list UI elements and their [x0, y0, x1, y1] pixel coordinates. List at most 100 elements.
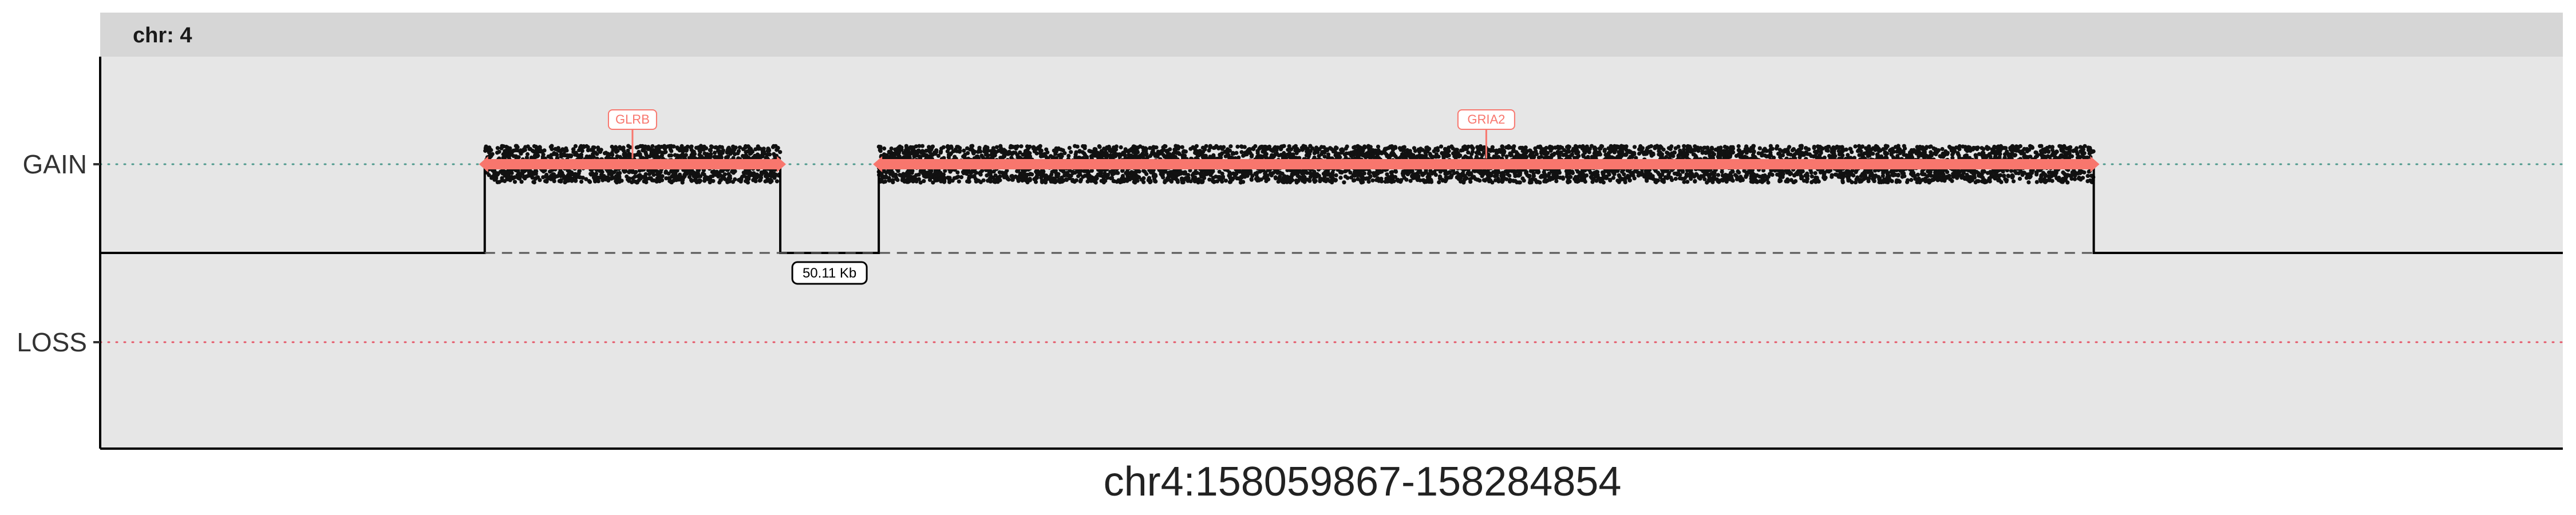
data-point: [1673, 176, 1678, 181]
data-point: [483, 146, 488, 150]
data-point: [1634, 156, 1638, 160]
data-point: [2039, 144, 2044, 148]
data-point: [1766, 180, 1771, 185]
data-point: [1801, 179, 1806, 183]
data-point: [1125, 169, 1129, 174]
data-point: [1249, 154, 1254, 159]
data-point: [2001, 174, 2006, 179]
data-point: [1873, 148, 1878, 152]
data-point: [765, 177, 770, 181]
data-point: [934, 150, 939, 154]
data-point: [733, 169, 737, 173]
data-point: [686, 169, 690, 173]
data-point: [555, 153, 559, 157]
data-point: [543, 175, 548, 179]
data-point: [638, 152, 642, 157]
data-point: [768, 180, 773, 184]
data-point: [513, 144, 518, 148]
data-point: [540, 154, 545, 159]
data-point: [1114, 152, 1119, 157]
data-point: [505, 173, 510, 177]
data-point: [1980, 146, 1984, 150]
data-point: [722, 172, 727, 177]
data-point: [1204, 144, 1208, 148]
data-point: [658, 176, 662, 181]
data-point: [744, 179, 748, 184]
data-point: [530, 148, 535, 153]
data-point: [1950, 179, 1954, 183]
data-point: [577, 153, 582, 158]
data-point: [650, 144, 655, 149]
data-point: [538, 178, 542, 183]
data-point: [515, 148, 520, 153]
data-point: [614, 174, 618, 179]
data-point: [1813, 153, 1818, 158]
data-point: [655, 169, 659, 174]
data-point: [1308, 144, 1313, 148]
data-point: [1685, 180, 1690, 184]
data-point: [1539, 175, 1543, 179]
data-point: [1590, 154, 1594, 159]
data-point: [675, 146, 680, 150]
data-point: [552, 179, 556, 184]
data-point: [749, 150, 753, 154]
data-point: [560, 171, 564, 175]
data-point: [681, 149, 685, 154]
data-point: [714, 172, 718, 177]
data-point: [1720, 169, 1724, 174]
data-point: [1985, 171, 1990, 175]
data-point: [1957, 156, 1962, 160]
data-point: [920, 144, 924, 148]
data-point: [1016, 177, 1020, 181]
strip-header: [100, 13, 2563, 57]
data-point: [562, 148, 567, 152]
data-point: [1777, 151, 1782, 156]
data-point: [1900, 175, 1905, 179]
data-point: [586, 145, 590, 149]
data-point: [680, 180, 685, 185]
data-point: [1624, 144, 1629, 149]
data-point: [652, 150, 657, 155]
data-point: [765, 149, 770, 153]
data-point: [1663, 175, 1668, 180]
data-point: [701, 171, 705, 176]
data-point: [1344, 169, 1348, 173]
data-point: [670, 173, 675, 178]
data-point: [749, 173, 754, 177]
data-point: [1074, 178, 1078, 183]
data-point: [759, 153, 764, 159]
data-point: [521, 175, 527, 180]
data-point: [702, 179, 707, 183]
data-point: [1393, 168, 1398, 173]
data-point: [1508, 145, 1512, 150]
data-point: [778, 150, 783, 154]
data-point: [508, 149, 512, 153]
data-point: [1777, 148, 1782, 152]
data-point: [1135, 150, 1140, 154]
data-point: [512, 180, 517, 184]
data-point: [683, 172, 688, 176]
data-point: [1729, 171, 1733, 175]
data-point: [495, 146, 500, 150]
data-point: [1070, 177, 1075, 183]
data-point: [644, 156, 649, 160]
data-point: [1422, 171, 1427, 176]
data-point: [732, 146, 736, 150]
data-point: [1195, 171, 1199, 175]
data-point: [1954, 145, 1958, 150]
data-point: [495, 150, 500, 155]
data-point: [1239, 144, 1244, 149]
data-point: [1672, 171, 1677, 176]
data-point: [551, 172, 556, 177]
data-point: [744, 169, 749, 173]
data-point: [1032, 177, 1037, 181]
data-point: [627, 156, 632, 160]
data-point: [1120, 173, 1125, 179]
data-point: [1823, 175, 1828, 180]
data-point: [1437, 180, 1441, 185]
data-point: [1945, 170, 1950, 175]
data-point: [1294, 178, 1298, 183]
data-point: [559, 179, 563, 184]
data-point: [1214, 144, 1219, 148]
data-point: [1867, 144, 1871, 149]
